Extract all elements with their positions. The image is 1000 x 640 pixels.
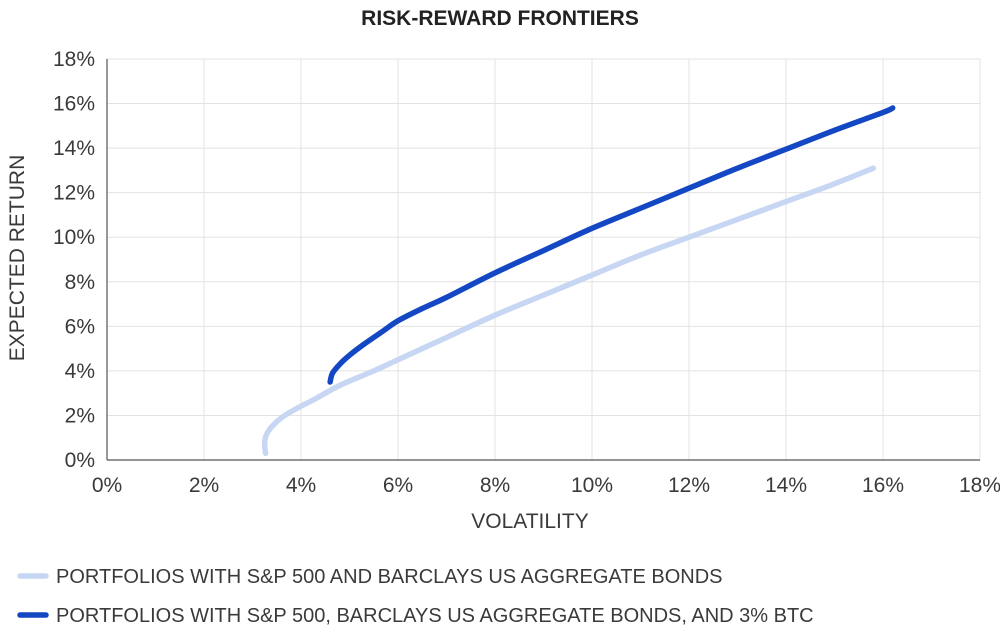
y-tick-label: 10% bbox=[53, 226, 95, 249]
x-tick-label: 4% bbox=[286, 474, 316, 497]
y-tick-label: 14% bbox=[53, 137, 95, 160]
y-tick-label: 0% bbox=[65, 449, 95, 472]
x-tick-label: 8% bbox=[480, 474, 510, 497]
legend-label: PORTFOLIOS WITH S&P 500, BARCLAYS US AGG… bbox=[56, 605, 814, 627]
axes bbox=[106, 59, 980, 461]
chart-title: RISK-REWARD FRONTIERS bbox=[361, 7, 639, 30]
x-axis-label: VOLATILITY bbox=[471, 510, 588, 533]
legend-label: PORTFOLIOS WITH S&P 500 AND BARCLAYS US … bbox=[56, 566, 722, 588]
y-axis-ticks: 0% 2% 4% 6% 8% 10% 12% 14% 16% 18% bbox=[53, 48, 95, 472]
legend: PORTFOLIOS WITH S&P 500 AND BARCLAYS US … bbox=[17, 566, 814, 627]
y-tick-label: 8% bbox=[65, 271, 95, 294]
x-tick-label: 6% bbox=[383, 474, 413, 497]
y-tick-label: 12% bbox=[53, 182, 95, 205]
x-tick-label: 16% bbox=[862, 474, 904, 497]
y-tick-label: 2% bbox=[65, 404, 95, 427]
y-tick-label: 4% bbox=[65, 360, 95, 383]
series-line-sp500-bonds bbox=[261, 165, 877, 457]
x-tick-label: 18% bbox=[959, 474, 1000, 497]
grid bbox=[107, 58, 981, 460]
x-tick-label: 0% bbox=[92, 474, 122, 497]
x-tick-label: 10% bbox=[571, 474, 613, 497]
series-line-sp500-bonds-btc bbox=[327, 105, 896, 385]
x-tick-label: 14% bbox=[765, 474, 807, 497]
y-axis-label: EXPECTED RETURN bbox=[6, 155, 29, 362]
x-axis-ticks: 0% 2% 4% 6% 8% 10% 12% 14% 16% 18% bbox=[92, 474, 1000, 497]
x-tick-label: 12% bbox=[668, 474, 710, 497]
x-tick-label: 2% bbox=[189, 474, 219, 497]
y-tick-label: 16% bbox=[53, 93, 95, 116]
y-tick-label: 6% bbox=[65, 315, 95, 338]
series-lines bbox=[261, 105, 896, 457]
y-tick-label: 18% bbox=[53, 48, 95, 71]
